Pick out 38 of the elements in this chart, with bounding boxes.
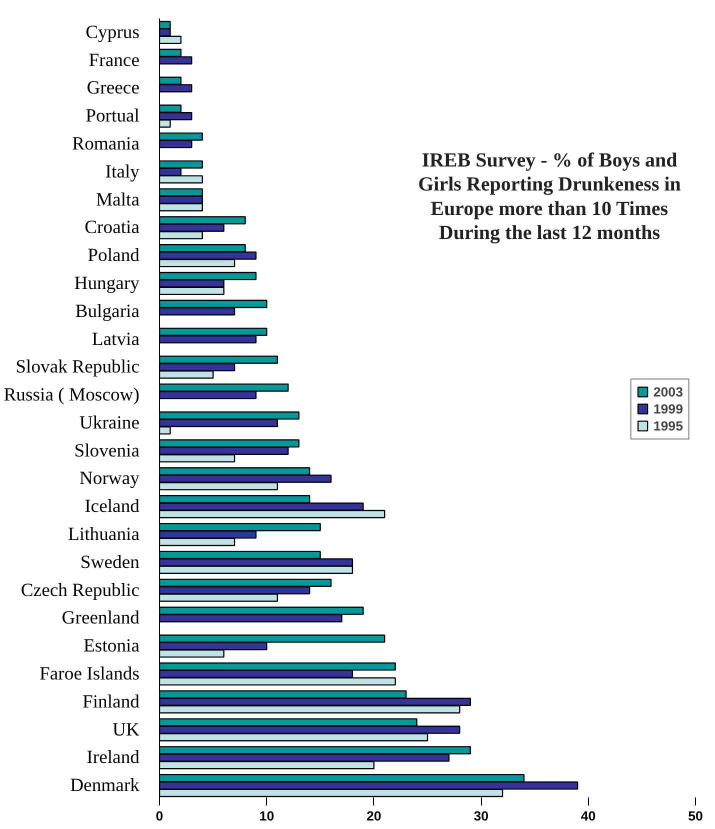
y-tick-label: Romania [72,134,140,155]
text: IREB Survey - % of Boys and Girls Reporting Drunkeness in Europe more than 10 Times During the last 12 months [418,150,681,244]
y-tick-label: Hungary [74,272,140,294]
y-tick-label: Slovak Republic [16,356,140,378]
y-tick-label: Ireland [86,747,140,768]
y-tick-label: Lithuania [68,524,140,546]
y-tick-label: UK [112,719,140,740]
y-tick-label: Czech Republic [20,580,140,601]
y-tick-label: Poland [88,245,140,266]
y-tick-label: Ukraine [79,412,140,434]
legend-label: 2003 [653,384,683,399]
y-tick-label: Denmark [70,775,140,796]
y-tick-label: Cyprus [86,22,140,43]
legend-label: 1999 [653,401,683,416]
y-tick-label: Malta [96,189,140,210]
y-tick-label: Greenland [62,608,140,629]
x-tick-label: 50 [688,808,703,824]
legend-label: 1995 [653,418,683,433]
y-tick-label: Finland [82,691,140,712]
y-tick-label: Sweden [80,552,140,573]
y-tick-label: France [88,50,140,71]
y-tick-label: Estonia [84,636,140,657]
y-tick-label: Iceland [84,496,140,518]
y-tick-label: Slovenia [74,440,140,462]
y-tick-label: Russia ( Moscow) [4,384,140,406]
y-tick-label: Latvia [92,328,140,350]
y-tick-label: Portual [86,106,140,127]
y-tick-label: Greece [86,78,140,99]
x-tick-label: 30 [474,808,489,824]
x-tick-label: 40 [580,808,596,824]
y-tick-label: Norway [79,468,140,490]
y-tick-label: Faroe Islands [40,663,140,684]
y-tick-label: Italy [105,161,140,182]
x-tick-label: 10 [259,808,274,824]
x-tick-label: 20 [366,808,382,824]
y-tick-label: Bulgaria [75,300,140,322]
y-tick-label: Croatia [84,217,140,238]
x-tick-label: 0 [156,808,164,824]
